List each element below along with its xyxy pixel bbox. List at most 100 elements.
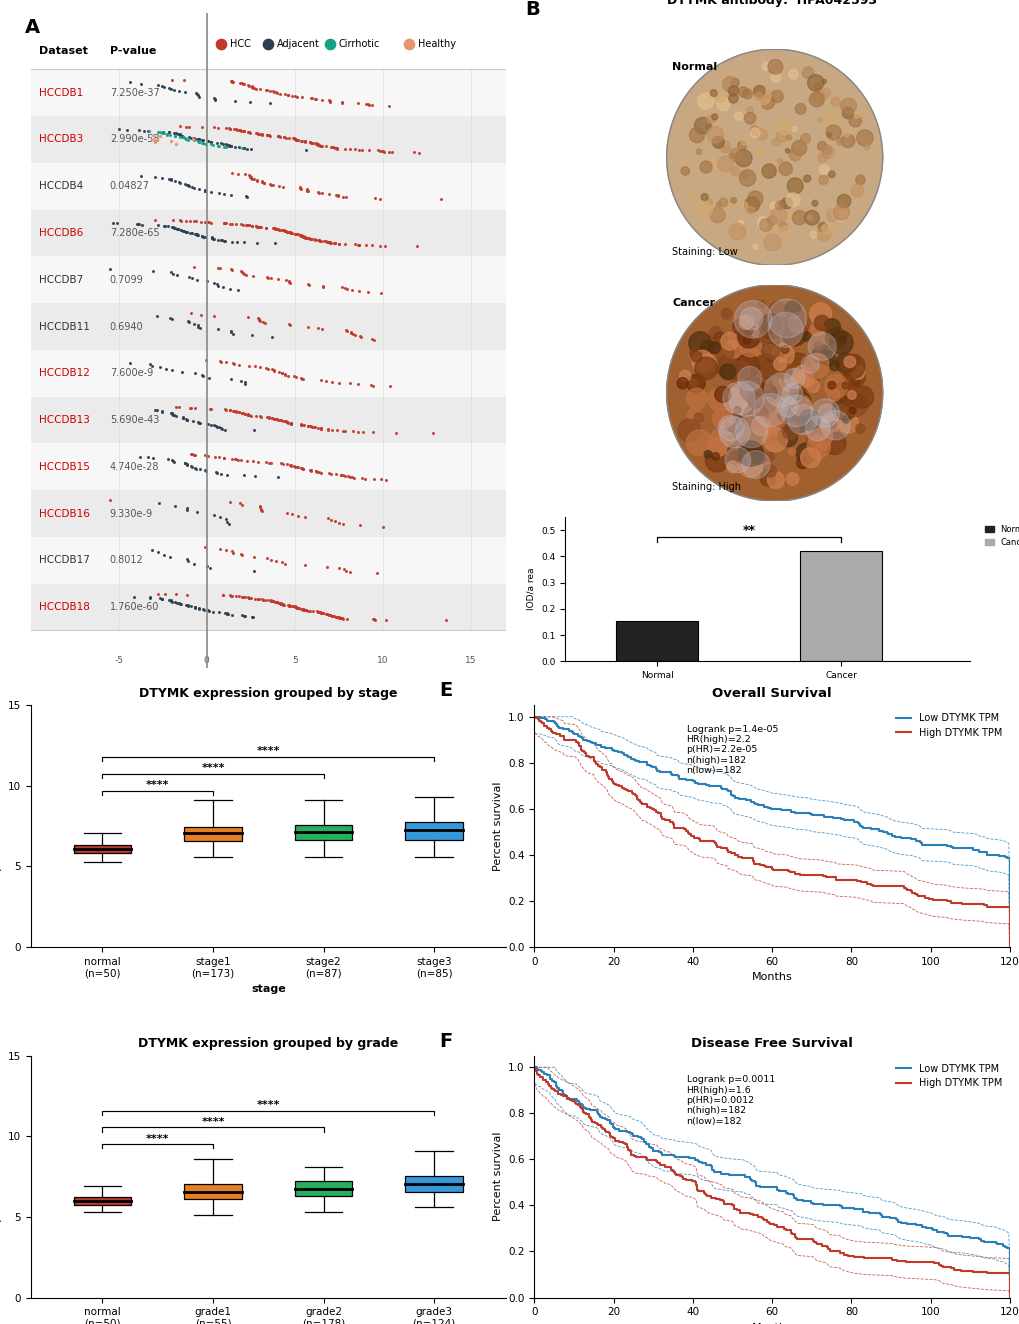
- Point: [215, 183, 231, 204]
- Point: [183, 444, 200, 465]
- Point: [232, 261, 249, 282]
- Point: [250, 451, 266, 473]
- Point: [194, 132, 210, 154]
- Point: [286, 596, 303, 617]
- Point: [169, 123, 185, 144]
- Circle shape: [704, 199, 711, 207]
- Point: [194, 130, 210, 151]
- Point: [237, 404, 254, 425]
- Circle shape: [728, 331, 753, 356]
- Circle shape: [805, 416, 829, 441]
- Point: [292, 225, 309, 246]
- Point: [200, 131, 216, 152]
- Circle shape: [759, 379, 771, 391]
- Point: [267, 551, 283, 572]
- Point: [351, 234, 367, 256]
- Point: [276, 364, 292, 385]
- Point: [264, 591, 280, 612]
- Point: [218, 213, 234, 234]
- Point: [198, 350, 214, 371]
- Point: [192, 318, 208, 339]
- Point: [223, 70, 239, 91]
- Circle shape: [703, 450, 711, 458]
- Circle shape: [850, 184, 863, 196]
- Circle shape: [795, 444, 816, 463]
- Circle shape: [727, 416, 735, 424]
- Circle shape: [720, 308, 732, 319]
- Point: [380, 142, 396, 163]
- Point: [136, 120, 152, 142]
- Point: [361, 94, 377, 115]
- Circle shape: [738, 220, 743, 225]
- Point: [267, 592, 283, 613]
- Point: [314, 135, 330, 156]
- Text: 0: 0: [204, 657, 209, 665]
- Text: 0.7099: 0.7099: [110, 275, 144, 285]
- Text: Adjacent: Adjacent: [277, 38, 320, 49]
- Point: [312, 602, 328, 624]
- Point: [162, 547, 178, 568]
- Bar: [615, 621, 698, 661]
- Point: [303, 229, 319, 250]
- Point: [190, 412, 206, 433]
- Point: [172, 172, 189, 193]
- Point: [173, 126, 190, 147]
- Circle shape: [762, 428, 787, 451]
- Circle shape: [726, 200, 732, 207]
- Circle shape: [694, 357, 716, 380]
- Point: [262, 549, 278, 571]
- Circle shape: [725, 414, 743, 433]
- Point: [312, 602, 328, 624]
- Circle shape: [775, 424, 786, 434]
- Point: [289, 457, 306, 478]
- Circle shape: [800, 448, 819, 467]
- Point: [297, 131, 313, 152]
- Point: [251, 308, 267, 330]
- Point: [203, 131, 219, 152]
- Point: [319, 232, 335, 253]
- Point: [245, 77, 261, 98]
- Point: [222, 585, 238, 606]
- Polygon shape: [666, 49, 881, 265]
- Circle shape: [739, 457, 746, 463]
- Text: B: B: [525, 0, 539, 19]
- Point: [130, 213, 147, 234]
- Circle shape: [764, 417, 784, 437]
- Point: [160, 168, 176, 189]
- Circle shape: [744, 326, 752, 335]
- Point: [276, 127, 292, 148]
- Point: [245, 450, 261, 471]
- Point: [223, 604, 239, 625]
- Point: [272, 593, 288, 614]
- Point: [368, 563, 384, 584]
- Circle shape: [762, 171, 768, 176]
- Circle shape: [823, 110, 829, 115]
- Point: [200, 413, 216, 434]
- Point: [178, 128, 195, 150]
- Point: [233, 402, 250, 424]
- Point: [309, 461, 325, 482]
- Circle shape: [817, 154, 826, 163]
- Point: [191, 179, 207, 200]
- Point: [182, 596, 199, 617]
- Point: [328, 606, 344, 628]
- Circle shape: [810, 322, 823, 336]
- Point: [162, 124, 178, 146]
- Circle shape: [705, 123, 711, 130]
- Point: [283, 85, 300, 106]
- Circle shape: [739, 169, 755, 187]
- Text: 10: 10: [377, 657, 388, 665]
- Point: [249, 216, 265, 237]
- Point: [277, 220, 293, 241]
- Point: [273, 220, 289, 241]
- Point: [364, 375, 380, 396]
- Circle shape: [843, 365, 864, 388]
- Point: [150, 74, 166, 95]
- Circle shape: [716, 98, 730, 111]
- Point: [226, 136, 243, 158]
- Circle shape: [709, 90, 716, 97]
- Circle shape: [780, 303, 803, 327]
- Point: [306, 89, 322, 110]
- Point: [191, 131, 207, 152]
- Point: [263, 453, 279, 474]
